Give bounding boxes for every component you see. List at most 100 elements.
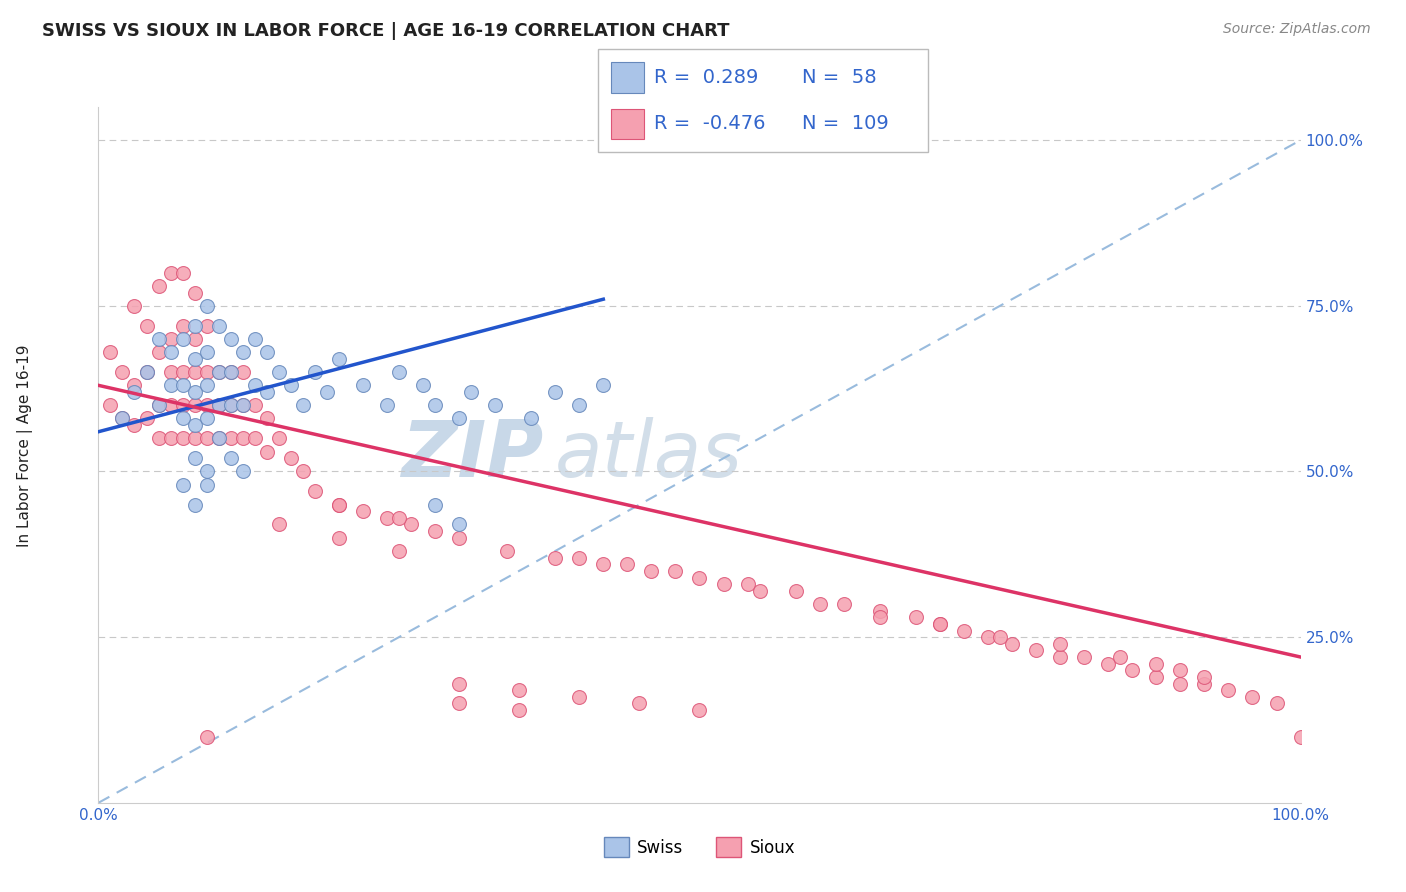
Point [195,431,218,445]
Point [219,332,242,346]
Point [1001,637,1024,651]
Point [159,431,181,445]
Point [243,431,266,445]
Point [135,365,157,379]
Text: SWISS VS SIOUX IN LABOR FORCE | AGE 16-19 CORRELATION CHART: SWISS VS SIOUX IN LABOR FORCE | AGE 16-1… [42,22,730,40]
Point [928,616,950,631]
Point [447,676,470,690]
Point [183,384,205,399]
Point [1049,637,1071,651]
Point [1194,670,1216,684]
Point [315,384,337,399]
Text: R =  -0.476: R = -0.476 [654,114,765,134]
Point [148,279,170,293]
Point [183,498,205,512]
Text: atlas: atlas [555,417,744,493]
Point [124,378,146,392]
Point [172,365,194,379]
Text: R =  0.289: R = 0.289 [654,69,758,87]
Point [195,378,218,392]
Point [208,398,231,412]
Point [195,730,218,744]
Point [183,431,205,445]
Point [148,332,170,346]
Point [832,597,855,611]
Point [640,564,662,578]
Point [1144,670,1167,684]
Point [328,498,350,512]
Point [460,384,482,399]
Point [1265,697,1288,711]
Point [219,431,242,445]
Point [1241,690,1264,704]
Point [243,378,266,392]
Point [568,690,591,704]
Point [568,398,591,412]
Point [172,431,194,445]
Point [232,365,254,379]
Point [232,431,254,445]
Point [208,365,231,379]
Point [280,451,302,466]
Point [256,345,278,359]
Point [713,577,735,591]
Point [148,398,170,412]
Point [232,398,254,412]
Point [423,398,446,412]
Point [256,384,278,399]
Point [172,378,194,392]
Point [291,465,314,479]
Point [124,299,146,313]
Point [508,683,530,698]
Point [1144,657,1167,671]
Point [124,418,146,433]
Point [1170,663,1192,677]
Point [544,550,567,565]
Point [928,616,950,631]
Point [148,345,170,359]
Point [195,398,218,412]
Point [172,318,194,333]
Text: In Labor Force | Age 16-19: In Labor Force | Age 16-19 [17,344,34,548]
Point [1025,643,1047,657]
Point [243,398,266,412]
Point [135,318,157,333]
Point [1073,650,1095,665]
Point [159,378,181,392]
Point [267,431,290,445]
Point [328,351,350,366]
Point [423,524,446,538]
Point [256,411,278,425]
Text: ZIP: ZIP [401,417,543,493]
Point [953,624,976,638]
Point [183,332,205,346]
Point [256,444,278,458]
Point [977,630,1000,644]
Point [172,266,194,280]
Point [1121,663,1143,677]
Point [172,477,194,491]
Point [111,365,134,379]
Point [232,345,254,359]
Point [352,378,374,392]
Point [195,465,218,479]
Point [688,570,710,584]
Point [183,418,205,433]
Point [388,365,411,379]
Point [243,332,266,346]
Point [748,583,770,598]
Point [183,351,205,366]
Point [124,384,146,399]
Point [592,378,614,392]
Point [520,411,543,425]
Point [1170,676,1192,690]
Point [352,504,374,518]
Point [616,558,638,572]
Point [388,544,411,558]
Point [869,610,891,624]
FancyBboxPatch shape [598,49,928,152]
Point [159,332,181,346]
Point [232,465,254,479]
Point [135,365,157,379]
Point [183,318,205,333]
